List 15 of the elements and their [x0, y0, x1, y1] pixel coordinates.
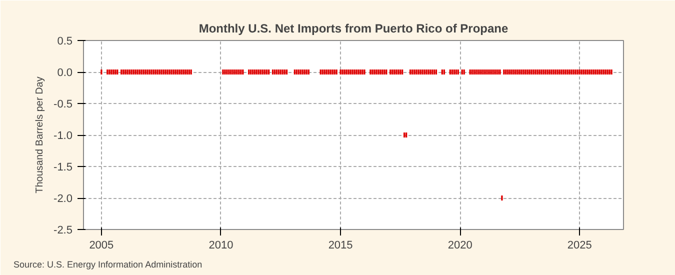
- x-tick-label: 2010: [208, 240, 234, 252]
- y-tick-label: 0.0: [57, 67, 73, 79]
- chart-title: Monthly U.S. Net Imports from Puerto Rico of Propane: [198, 22, 508, 36]
- y-tick-label: -1.5: [54, 162, 73, 174]
- y-tick-label: -0.5: [54, 98, 73, 110]
- source-note: Source: U.S. Energy Information Administration: [14, 260, 202, 270]
- y-tick-label: -1.0: [54, 130, 73, 142]
- x-tick-label: 2020: [448, 240, 472, 252]
- y-tick-label: -2.5: [54, 224, 73, 236]
- x-tick-label: 2005: [89, 240, 114, 252]
- x-tick-label: 2025: [567, 240, 592, 252]
- y-axis-title: Thousand Barrels per Day: [34, 76, 46, 194]
- y-tick-label: -2.0: [54, 193, 73, 205]
- y-tick-label: 0.5: [57, 36, 73, 48]
- x-tick-label: 2015: [328, 240, 353, 252]
